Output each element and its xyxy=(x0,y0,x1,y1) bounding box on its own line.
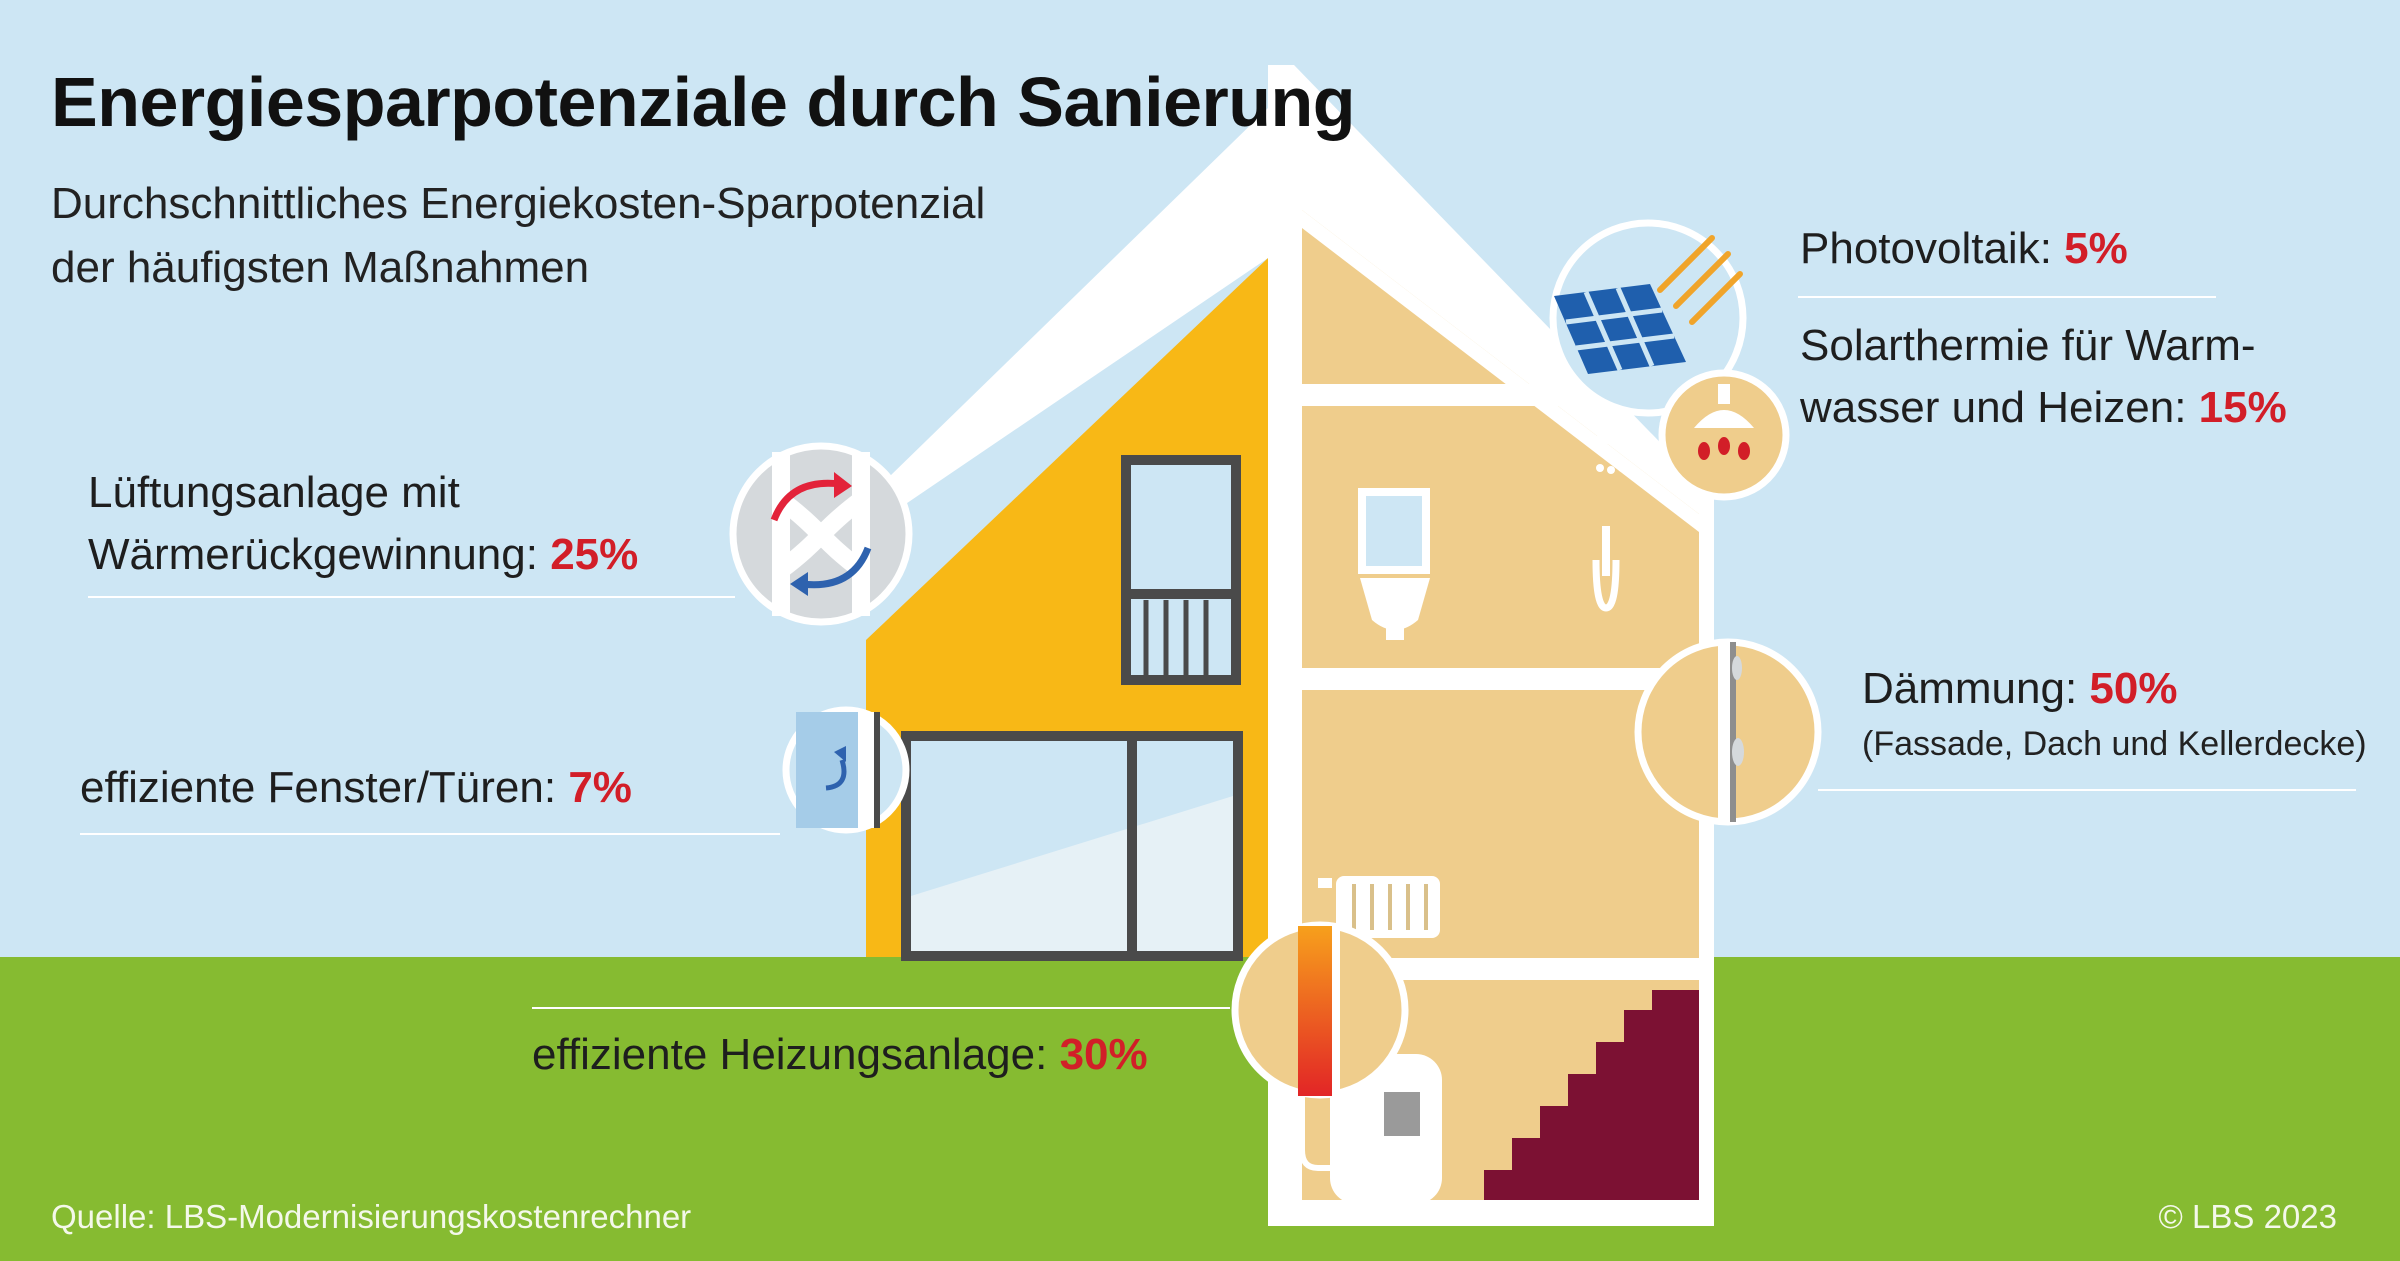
balcony-window xyxy=(1121,455,1241,685)
photovoltaik-label: Photovoltaik: 5% xyxy=(1800,218,2128,280)
radiator xyxy=(1318,876,1440,938)
solarthermie-line-2: wasser und Heizen: 15% xyxy=(1800,377,2287,439)
subtitle-line-2: der häufigsten Maßnahmen xyxy=(51,243,590,292)
ventilation-heat-recovery-icon xyxy=(729,442,913,626)
page-title: Energiesparpotenziale durch Sanierung xyxy=(51,63,1356,141)
fenster-text: effiziente Fenster/Türen: xyxy=(80,763,569,812)
lueftung-line-2: Wärmerückgewinnung: 25% xyxy=(88,524,638,586)
daemmung-note: (Fassade, Dach und Kellerdecke) xyxy=(1862,725,2367,763)
subtitle: Durchschnittliches Energiekosten-Sparpot… xyxy=(51,172,985,300)
photovoltaik-value: 5% xyxy=(2064,224,2128,273)
floor-ground xyxy=(1302,958,1699,980)
solar-panel-icon xyxy=(1549,219,1747,474)
efficient-window-icon xyxy=(782,706,910,834)
solarthermie-label: Solarthermie für Warm- wasser und Heizen… xyxy=(1800,315,2287,439)
daemmung-label: Dämmung: 50% xyxy=(1862,658,2178,720)
copyright-note: © LBS 2023 xyxy=(2158,1198,2337,1235)
shower-heating-icon xyxy=(1658,369,1790,501)
fenster-label: effiziente Fenster/Türen: 7% xyxy=(80,757,632,819)
solarthermie-value: 15% xyxy=(2198,383,2287,432)
bathroom xyxy=(1358,488,1620,640)
heizung-text: effiziente Heizungsanlage: xyxy=(532,1030,1060,1079)
solarthermie-text: wasser und Heizen: xyxy=(1800,383,2199,432)
solarthermie-line-1: Solarthermie für Warm- xyxy=(1800,321,2256,370)
attic-slope xyxy=(1302,210,1699,532)
house-interior xyxy=(1302,210,1699,1200)
lueftung-value: 25% xyxy=(550,530,639,579)
fenster-value: 7% xyxy=(568,763,632,812)
roof-edge-left xyxy=(888,108,1268,516)
floor-upper xyxy=(1302,668,1699,690)
daemmung-text: Dämmung: xyxy=(1862,664,2090,713)
heizung-value: 30% xyxy=(1059,1030,1148,1079)
heizung-label: effiziente Heizungsanlage: 30% xyxy=(532,1024,1148,1086)
patio-window xyxy=(901,731,1243,961)
lueftung-text: Wärmerückgewinnung: xyxy=(88,530,551,579)
insulation-icon xyxy=(1634,638,1822,826)
photovoltaik-text: Photovoltaik: xyxy=(1800,224,2065,273)
lueftung-label: Lüftungsanlage mit Wärmerückgewinnung: 2… xyxy=(88,462,638,586)
daemmung-value: 50% xyxy=(2089,664,2178,713)
lueftung-line-1: Lüftungsanlage mit xyxy=(88,468,460,517)
subtitle-line-1: Durchschnittliches Energiekosten-Sparpot… xyxy=(51,179,986,228)
basement-stairs xyxy=(1484,990,1699,1200)
source-note: Quelle: LBS-Modernisierungskostenrechner xyxy=(51,1198,692,1235)
boiler xyxy=(1299,1054,1442,1204)
heating-pipe-icon xyxy=(1231,921,1409,1099)
